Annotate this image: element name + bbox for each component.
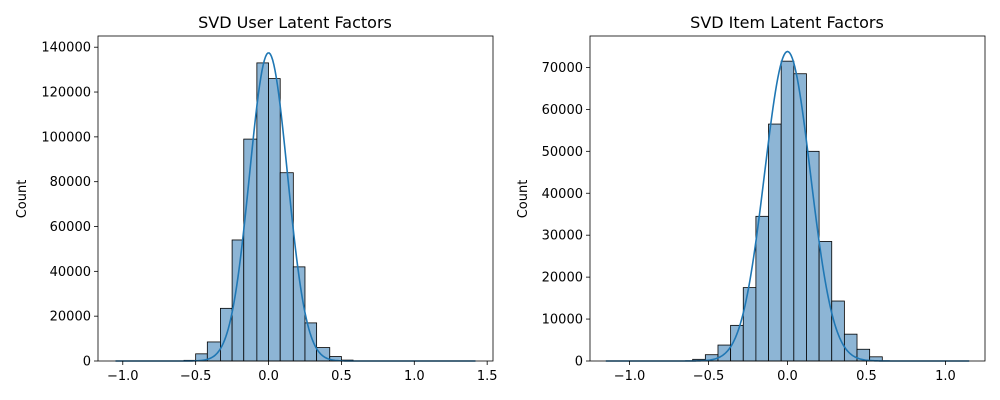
y-tick-label: 120000 — [41, 86, 91, 101]
histogram-bar — [780, 60, 795, 362]
histogram-bars — [183, 62, 354, 362]
chart-title: SVD User Latent Factors — [198, 13, 392, 32]
item-factors-panel: SVD Item Latent Factors Count −1.0 −0.5 0.… — [516, 13, 986, 384]
y-tick-label: 80000 — [50, 175, 91, 190]
chart-title: SVD Item Latent Factors — [690, 13, 884, 32]
y-axis-label: Count — [516, 180, 531, 219]
y-tick-label: 40000 — [50, 265, 91, 280]
x-tick-label: 1.5 — [477, 369, 498, 384]
y-tick-label: 0 — [83, 355, 91, 370]
x-tick-label: −0.5 — [180, 369, 212, 384]
y-tick-label: 40000 — [542, 187, 583, 202]
histogram-bar — [793, 73, 807, 362]
x-tick-label: −1.0 — [107, 369, 139, 384]
y-tick-label: 70000 — [542, 61, 583, 76]
y-tick-label: 50000 — [542, 145, 583, 160]
x-tick-label: 1.0 — [404, 369, 425, 384]
y-axis-label: Count — [15, 180, 30, 219]
histogram-bar — [256, 62, 269, 362]
y-tick-label: 20000 — [50, 310, 91, 325]
axis-ticks: −1.0 −0.5 0.0 0.5 1.0 1.5 0 20000 40000 60000 8000… — [41, 41, 497, 384]
y-tick-label: 30000 — [542, 229, 583, 244]
x-tick-label: 0.5 — [856, 369, 877, 384]
x-tick-label: 0.0 — [258, 369, 279, 384]
plot-area-frame — [97, 35, 494, 362]
histogram-bar — [806, 150, 820, 362]
histogram-bar — [717, 344, 732, 362]
histogram-bar — [304, 322, 318, 362]
plot-area-frame — [589, 35, 986, 362]
axis-ticks: −1.0 −0.5 0.0 0.5 1.0 0 10000 20000 30000 40000 50… — [542, 61, 956, 384]
histogram-bar — [268, 78, 281, 362]
histogram-bar — [755, 215, 769, 362]
histogram-bars — [692, 60, 883, 362]
y-tick-label: 0 — [575, 355, 583, 370]
x-tick-label: −0.5 — [693, 369, 725, 384]
y-tick-label: 20000 — [542, 271, 583, 286]
x-tick-label: −1.0 — [614, 369, 646, 384]
user-factors-panel: SVD User Latent Factors Count −1.0 −0.5 0.… — [15, 13, 498, 384]
histogram-bar — [831, 300, 845, 362]
histogram-bar — [768, 123, 782, 362]
y-tick-label: 60000 — [542, 103, 583, 118]
y-tick-label: 100000 — [41, 130, 91, 145]
histogram-bar — [742, 287, 757, 362]
histogram-bar — [279, 172, 294, 362]
x-tick-label: 0.0 — [777, 369, 798, 384]
y-tick-label: 140000 — [41, 41, 91, 56]
y-tick-label: 10000 — [542, 313, 583, 328]
x-tick-label: 0.5 — [331, 369, 352, 384]
y-tick-label: 60000 — [50, 220, 91, 235]
x-tick-label: 1.0 — [935, 369, 956, 384]
